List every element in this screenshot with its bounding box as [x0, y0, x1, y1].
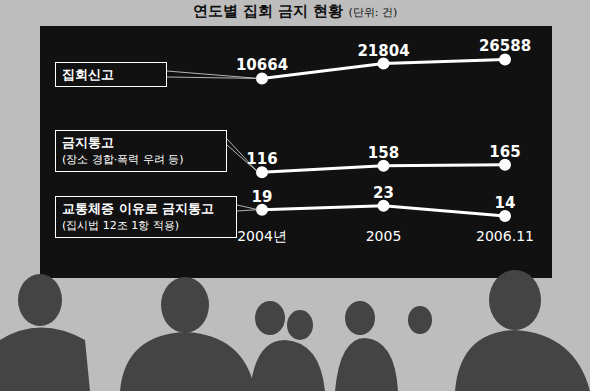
svg-text:158: 158 — [368, 144, 399, 162]
html-text:교통체증 이유로 금지통고: 교통체증 이유로 금지통고 — [62, 201, 215, 216]
svg-text:2006.11: 2006.11 — [476, 228, 534, 244]
svg-text:2005: 2005 — [366, 228, 402, 244]
svg-text:10664: 10664 — [236, 56, 288, 74]
html-text:(집시법 12조 1항 적용): (집시법 12조 1항 적용) — [62, 219, 180, 232]
html-text:집회신고: 집회신고 — [62, 67, 114, 82]
html-text:연도별 집회 금지 현황 (단위: 건): 연도별 집회 금지 현황 (단위: 건) — [192, 2, 398, 20]
html-text:(장소 경합·폭력 우려 등): (장소 경합·폭력 우려 등) — [62, 153, 184, 166]
svg-text:21804: 21804 — [357, 42, 409, 60]
svg-text:19: 19 — [252, 188, 273, 206]
svg-text:116: 116 — [246, 150, 277, 168]
svg-text:14: 14 — [495, 194, 516, 212]
svg-text:26588: 26588 — [479, 37, 531, 55]
html-text:금지통고: 금지통고 — [62, 135, 114, 150]
svg-text:165: 165 — [489, 143, 520, 161]
svg-text:23: 23 — [373, 184, 394, 202]
svg-text:2004년: 2004년 — [237, 228, 287, 244]
